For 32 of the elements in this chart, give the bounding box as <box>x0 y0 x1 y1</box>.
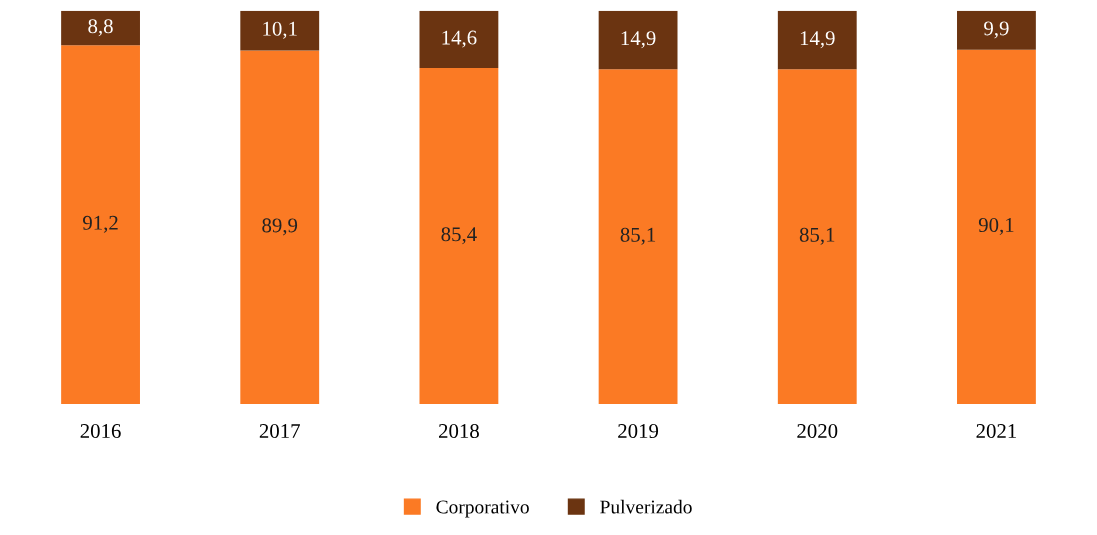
data-label: 90,1 <box>978 217 1014 235</box>
x-tick-label: 2019 <box>618 423 659 439</box>
bar <box>240 10 320 51</box>
data-label: 89,9 <box>262 218 298 236</box>
x-tick-label: 2016 <box>80 423 121 439</box>
data-label: 9,9 <box>984 21 1009 39</box>
data-label: 14,6 <box>442 30 477 48</box>
data-label: 85,4 <box>441 227 477 245</box>
data-label: 10,1 <box>263 21 297 39</box>
bar <box>240 50 320 404</box>
x-tick-label: 2017 <box>259 423 300 439</box>
data-label: 14,9 <box>621 31 656 49</box>
data-label: 14,9 <box>800 31 835 49</box>
x-tick-label: 2021 <box>976 423 1017 439</box>
bar <box>61 10 140 46</box>
data-label: 85,1 <box>620 227 656 245</box>
legend-label: Pulverizado <box>600 499 692 514</box>
bar <box>777 10 857 70</box>
data-label: 85,1 <box>799 227 835 245</box>
bar <box>419 10 499 69</box>
bar <box>777 69 857 404</box>
legend-label: Corporativo <box>436 500 529 518</box>
bar <box>957 49 1036 404</box>
data-label: 8,8 <box>88 19 113 37</box>
bar <box>598 69 678 404</box>
bar <box>419 68 499 404</box>
x-tick-label: 2018 <box>438 423 479 439</box>
bar <box>61 45 140 404</box>
data-label: 91,2 <box>83 215 118 233</box>
bar <box>598 10 678 70</box>
bar <box>957 10 1036 50</box>
x-tick-label: 2020 <box>797 423 838 439</box>
